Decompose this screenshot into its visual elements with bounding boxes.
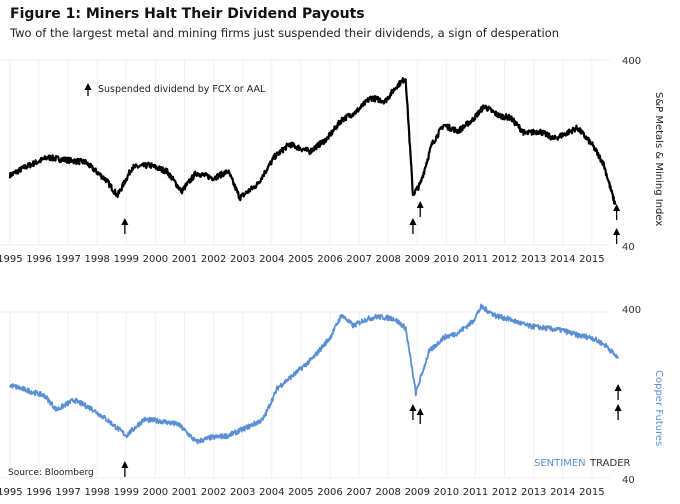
bottom-xtick-label: 2011 [463,487,488,498]
bottom-xtick-label: 2010 [434,487,459,498]
dividend-suspension-arrow-icon [613,228,621,244]
legend-arrow-icon [84,83,92,96]
top-xtick-label: 2002 [201,254,226,265]
dividend-suspension-arrow-icon [416,201,424,217]
top-ytick-400: 400 [622,56,641,67]
bottom-xtick-label: 2012 [492,487,517,498]
dividend-suspension-arrow-icon [416,408,424,424]
top-ytick-40: 40 [622,242,635,253]
bottom-xtick-label: 2007 [346,487,371,498]
top-xtick-label: 2003 [230,254,255,265]
bottom-xtick-label: 1995 [0,487,23,498]
top-xtick-label: 2013 [521,254,546,265]
top-xtick-label: 2005 [288,254,313,265]
bottom-xtick-label: 1998 [84,487,109,498]
top-xtick-label: 2012 [492,254,517,265]
bottom-xtick-label: 2004 [259,487,284,498]
bottom-ytick-400: 400 [622,305,641,316]
bottom-xtick-label: 2013 [521,487,546,498]
bottom-xtick-label: 2009 [405,487,430,498]
top-xtick-label: 2007 [346,254,371,265]
watermark-sentimen: SENTIMEN [534,458,586,469]
bottom-xtick-label: 2003 [230,487,255,498]
top-xtick-label: 1995 [0,254,23,265]
bottom-series-line [9,303,619,445]
bottom-xtick-label: 1996 [26,487,51,498]
bottom-xtick-label: 1997 [55,487,80,498]
bottom-ylabel: Copper Futures [653,370,664,446]
top-xtick-label: 2000 [143,254,168,265]
top-xtick-label: 1998 [84,254,109,265]
dividend-suspension-arrow-icon [614,384,622,400]
top-xtick-label: 2015 [579,254,604,265]
dividend-suspension-arrow-icon [121,218,129,234]
source-label: Source: Bloomberg [8,468,94,478]
bottom-ytick-40: 40 [622,475,635,486]
watermark-trader: TRADER [589,458,631,469]
legend-note: Suspended dividend by FCX or AAL [98,84,266,95]
bottom-xtick-label: 2006 [317,487,342,498]
figure-title: Figure 1: Miners Halt Their Dividend Pay… [10,6,365,22]
dividend-suspension-arrow-icon [614,404,622,420]
dividend-suspension-arrow-icon [121,461,129,477]
dividend-suspension-arrow-icon [409,218,417,234]
top-xtick-label: 1999 [114,254,139,265]
top-xtick-label: 1997 [55,254,80,265]
top-xtick-label: 1996 [26,254,51,265]
bottom-xtick-label: 1999 [114,487,139,498]
dividend-suspension-arrow-icon [409,404,417,420]
bottom-xtick-label: 2008 [375,487,400,498]
bottom-xtick-label: 2000 [143,487,168,498]
top-xtick-label: 2008 [375,254,400,265]
top-series-line [8,77,617,205]
bottom-xtick-label: 2001 [172,487,197,498]
top-xtick-label: 2004 [259,254,284,265]
top-xtick-label: 2006 [317,254,342,265]
bottom-xtick-label: 2014 [550,487,575,498]
top-xtick-label: 2001 [172,254,197,265]
top-xtick-label: 2009 [405,254,430,265]
bottom-xtick-label: 2002 [201,487,226,498]
top-xtick-label: 2010 [434,254,459,265]
dividend-suspension-arrow-icon [613,204,621,220]
top-ylabel: S&P Metals & Mining Index [653,92,664,226]
top-xtick-label: 2014 [550,254,575,265]
bottom-xtick-label: 2015 [579,487,604,498]
figure-subtitle: Two of the largest metal and mining firm… [10,26,560,40]
top-xtick-label: 2011 [463,254,488,265]
bottom-xtick-label: 2005 [288,487,313,498]
